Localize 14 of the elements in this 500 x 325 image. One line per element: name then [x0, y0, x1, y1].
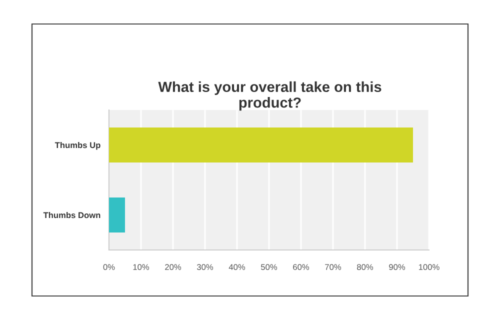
x-tick-label: 40% [228, 264, 246, 270]
x-tick-label: 80% [357, 264, 374, 270]
x-tick-label: 10% [133, 264, 150, 270]
x-tick-label: 90% [389, 264, 406, 270]
x-tick-label: 60% [293, 264, 310, 270]
chart-title: What is your overall take on this product? [158, 81, 382, 111]
x-tick-label: 50% [260, 264, 278, 270]
y-tick-label: Thumbs Up [54, 142, 100, 150]
y-tick-label: Thumbs Down [43, 212, 100, 218]
x-tick-label: 70% [325, 264, 342, 270]
x-tick-label: 30% [196, 264, 214, 270]
x-tick-label: 0% [103, 264, 115, 270]
x-tick-label: 100% [418, 264, 440, 270]
x-tick-label: 20% [165, 264, 182, 270]
